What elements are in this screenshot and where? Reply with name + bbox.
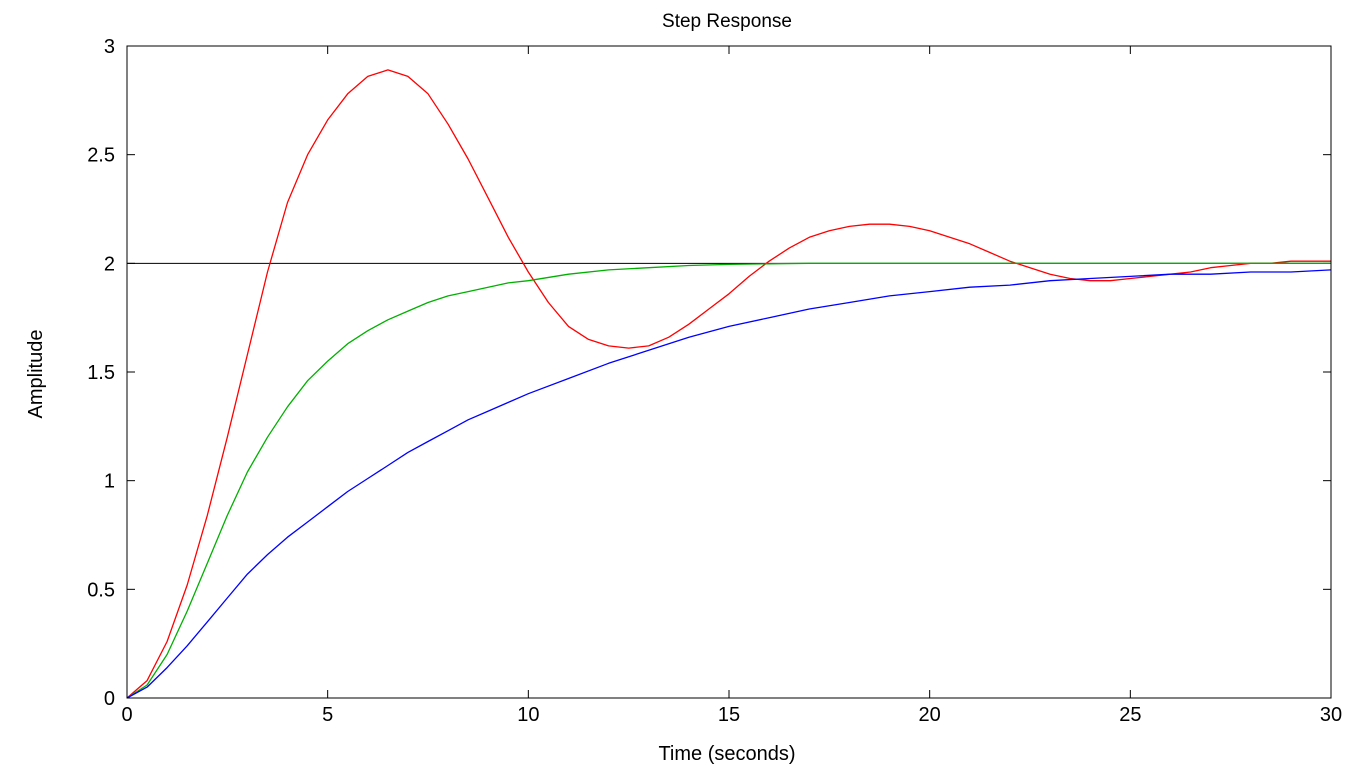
series-line-1	[126, 69, 1331, 699]
x-tick-label: 25	[1119, 704, 1141, 726]
series-layer	[126, 69, 1332, 699]
y-tick-label: 3	[104, 36, 115, 58]
y-tick-label: 0	[104, 688, 115, 710]
x-tick-label: 15	[718, 704, 740, 726]
y-tick-label: 2.5	[87, 145, 115, 167]
y-axis-label: Amplitude	[25, 330, 47, 419]
y-tick-label: 1	[104, 471, 115, 493]
chart-title: Step Response	[662, 11, 792, 32]
y-tick-label: 2	[104, 253, 115, 275]
plot-frame	[126, 45, 1332, 699]
x-axis-label: Time (seconds)	[658, 743, 795, 765]
series-line-2	[126, 262, 1331, 699]
axis-ticks: 0 5 10 15 20 25 30 0 0.5 1 1.5 2 2.5 3	[87, 36, 1342, 726]
x-tick-label: 5	[322, 704, 333, 726]
x-tick-label: 30	[1320, 704, 1342, 726]
y-tick-label: 0.5	[87, 579, 115, 601]
y-tick-label: 1.5	[87, 362, 115, 384]
series-line-3	[126, 269, 1332, 699]
x-tick-label: 0	[121, 704, 132, 726]
x-tick-label: 10	[517, 704, 539, 726]
x-tick-label: 20	[919, 704, 941, 726]
